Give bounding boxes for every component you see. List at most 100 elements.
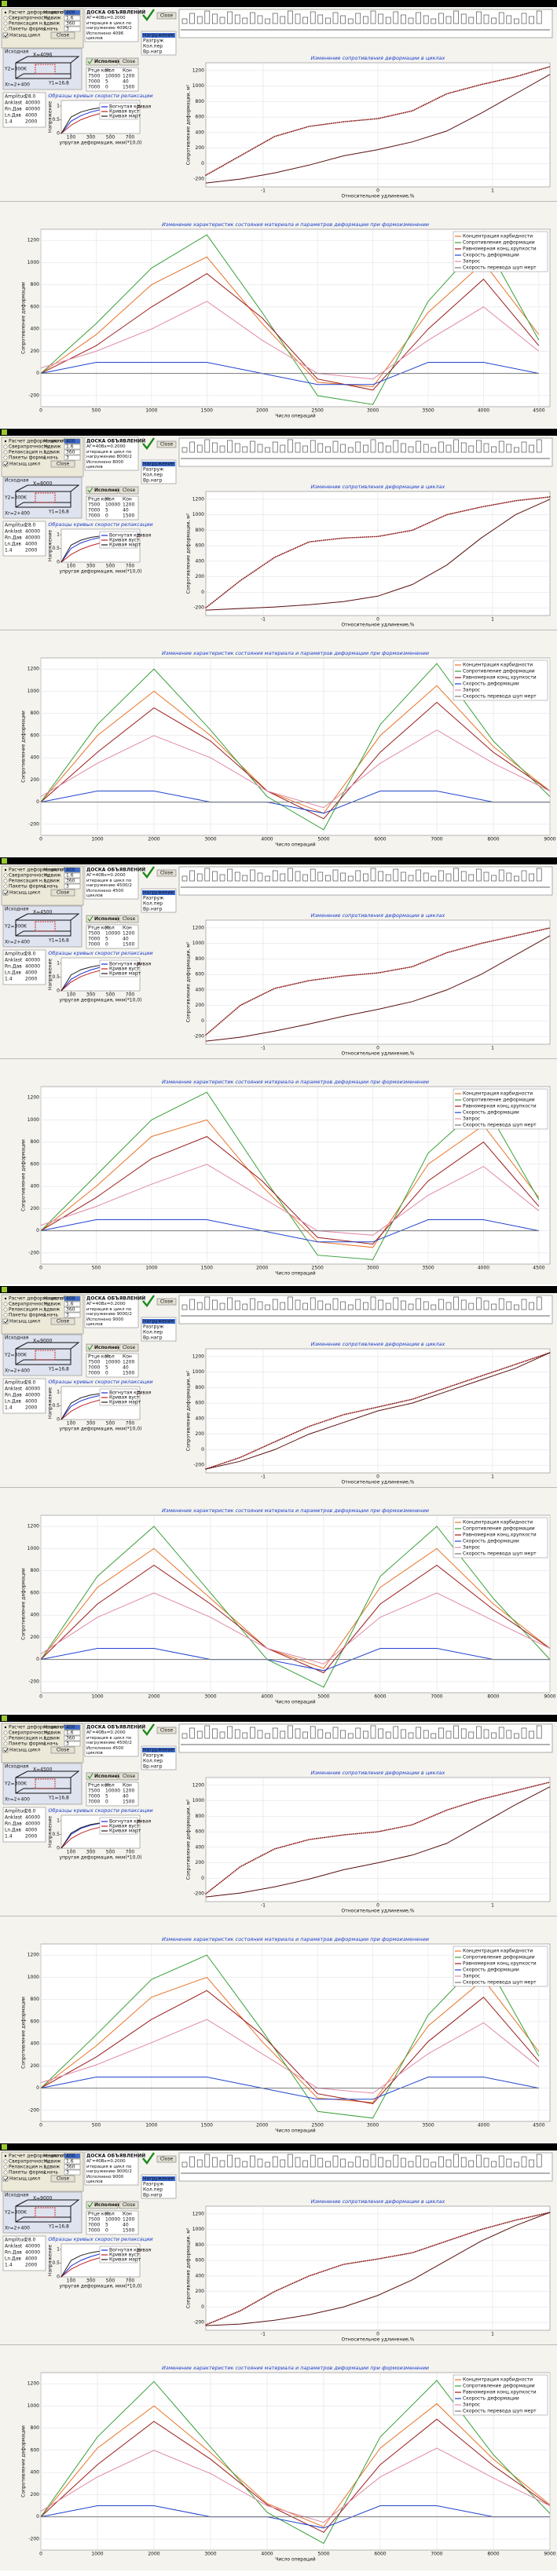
param-input[interactable] [64, 438, 81, 444]
param-input[interactable] [64, 2158, 81, 2165]
close-button[interactable] [50, 889, 75, 897]
close-button-label: Close [160, 871, 174, 876]
close-button[interactable] [156, 440, 177, 448]
y-tick-label: 0.5 [52, 1403, 60, 1409]
param-input[interactable] [64, 878, 81, 884]
close-button[interactable] [119, 1343, 139, 1352]
radio[interactable] [3, 1302, 8, 1306]
indicator-bar [181, 18, 188, 24]
radio[interactable] [3, 444, 8, 449]
radio[interactable] [3, 884, 8, 889]
radio[interactable] [3, 27, 8, 31]
close-button[interactable] [50, 1746, 75, 1754]
execute-button[interactable] [86, 486, 119, 495]
close-button[interactable] [119, 915, 139, 923]
indicator-bar [416, 869, 421, 882]
radio[interactable] [3, 450, 8, 455]
radio[interactable] [3, 873, 8, 878]
checkbox[interactable] [2, 1747, 9, 1753]
indicator-bar [189, 1727, 195, 1739]
close-button[interactable] [156, 1726, 177, 1734]
list-item: Вр.нагр [143, 907, 163, 912]
param-input[interactable] [64, 15, 81, 21]
param-input[interactable] [64, 1312, 81, 1318]
radio[interactable] [3, 455, 8, 460]
indicator-bar [189, 441, 195, 453]
execute-button[interactable] [86, 1772, 119, 1781]
close-button[interactable] [50, 460, 75, 468]
param-input[interactable] [64, 1724, 81, 1730]
table-cell: 7000 [88, 937, 100, 942]
param-input[interactable] [64, 872, 81, 879]
radio[interactable] [3, 2165, 8, 2169]
close-button[interactable] [50, 1317, 75, 1325]
diagram-label: Xr=2+400 [5, 2226, 30, 2231]
close-button[interactable] [156, 2155, 177, 2163]
param-input[interactable] [64, 1301, 81, 1307]
radio[interactable] [3, 2170, 8, 2175]
param-input[interactable] [64, 2153, 81, 2159]
param-input[interactable] [64, 2169, 81, 2176]
legend-label: Скорость перевода шуп мерт [463, 1551, 537, 1557]
radio[interactable] [3, 879, 8, 883]
execute-button[interactable] [86, 1343, 119, 1352]
y-axis-label: Сопротивление деформации, м² [186, 1370, 192, 1451]
param-input[interactable] [64, 1730, 81, 1736]
radio[interactable] [3, 21, 8, 26]
sample-diagram [2, 2191, 82, 2234]
execute-button[interactable] [86, 57, 119, 66]
radio[interactable] [3, 1736, 8, 1741]
close-button[interactable] [119, 1772, 139, 1781]
close-button[interactable] [156, 1298, 177, 1306]
diagram-label: Xr=2+400 [5, 82, 30, 88]
param-input[interactable] [64, 883, 81, 890]
table-cell: 7000 [88, 1371, 100, 1376]
param-input[interactable] [64, 1306, 81, 1313]
notice-wrap: АГ=40Вх=0.2000 итерация в цикл по нагруж… [86, 444, 132, 470]
param-input[interactable] [64, 444, 81, 450]
param-input[interactable] [64, 1295, 81, 1302]
checkbox[interactable] [2, 2176, 9, 2182]
radio[interactable] [3, 1307, 8, 1312]
radio[interactable] [3, 1313, 8, 1317]
checkbox[interactable] [2, 32, 9, 38]
checkbox[interactable] [2, 461, 9, 467]
param-input[interactable] [64, 867, 81, 873]
checkbox[interactable] [2, 890, 9, 896]
y-tick-label: 0 [201, 1876, 204, 1881]
close-button[interactable] [156, 869, 177, 877]
param-input[interactable] [64, 9, 81, 16]
y-tick-label: 1200 [27, 667, 39, 672]
legend-label: Кривая вуст [109, 1395, 140, 1401]
param-value: 400 [66, 10, 75, 16]
param-input[interactable] [64, 26, 81, 32]
execute-button[interactable] [86, 915, 119, 923]
close-button[interactable] [156, 12, 177, 20]
sample-cut [35, 64, 56, 75]
close-button[interactable] [50, 31, 75, 39]
radio[interactable] [3, 1741, 8, 1746]
param-input[interactable] [64, 455, 81, 461]
close-button[interactable] [50, 2175, 75, 2183]
close-button[interactable] [119, 486, 139, 495]
radio[interactable] [3, 1730, 8, 1735]
series-line [40, 663, 551, 831]
param-input[interactable] [64, 2164, 81, 2170]
indicator-bar [204, 1725, 211, 1739]
checkbox[interactable] [2, 1318, 9, 1325]
props-cell: Ln.Дав [5, 970, 21, 976]
close-button[interactable] [119, 2201, 139, 2209]
radio[interactable] [3, 16, 8, 20]
param-input[interactable] [64, 20, 81, 27]
radio[interactable] [3, 2159, 8, 2164]
form-title: Расчет деформации обр [9, 10, 69, 16]
x-tick-label: 4500 [533, 408, 544, 414]
execute-button[interactable] [86, 2201, 119, 2209]
param-input[interactable] [64, 449, 81, 455]
y-tick-label: 800 [31, 711, 40, 716]
close-button[interactable] [119, 57, 139, 66]
param-input[interactable] [64, 1741, 81, 1747]
param-input[interactable] [64, 1735, 81, 1741]
indicator-bar [310, 1726, 316, 1739]
list-item: Нагружение [143, 1319, 174, 1325]
